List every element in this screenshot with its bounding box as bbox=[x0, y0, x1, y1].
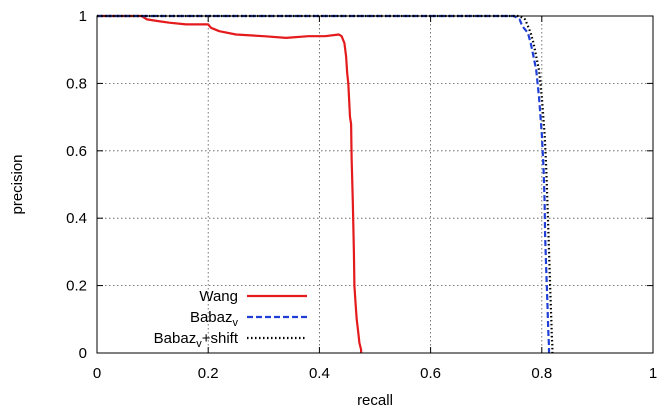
y-tick-label: 0.6 bbox=[66, 143, 87, 160]
y-tick-label: 1 bbox=[79, 8, 87, 25]
x-axis-label: recall bbox=[357, 392, 393, 409]
y-tick-label: 0.8 bbox=[66, 75, 87, 92]
plot-frame bbox=[96, 15, 654, 354]
x-tick-label: 0 bbox=[93, 365, 101, 382]
y-tick-label: 0.2 bbox=[66, 278, 87, 295]
y-tick-label: 0.4 bbox=[66, 210, 87, 227]
grid-lines bbox=[97, 16, 653, 353]
y-tick-label: 0 bbox=[79, 345, 87, 362]
legend-name: Babaz bbox=[154, 330, 197, 347]
y-axis-label: precision bbox=[9, 154, 26, 214]
legend-subscript: v bbox=[233, 317, 239, 329]
x-tick-label: 0.4 bbox=[309, 365, 330, 382]
legend-name: Wang bbox=[199, 288, 238, 305]
series-line-2 bbox=[97, 14, 554, 353]
legend-label-0: Wang bbox=[199, 288, 238, 305]
x-tick-label: 0.6 bbox=[420, 365, 441, 382]
x-tick-label: 1 bbox=[649, 365, 657, 382]
legend-subscript: v bbox=[196, 338, 202, 350]
x-tick-label: 0.8 bbox=[531, 365, 552, 382]
series-lines bbox=[97, 14, 554, 353]
legend-name: Babaz bbox=[190, 309, 233, 326]
series-line-0 bbox=[97, 14, 363, 353]
series-line-1 bbox=[97, 14, 551, 353]
legend-label-1: Babazv bbox=[190, 309, 239, 329]
legend-suffix: +shift bbox=[202, 330, 239, 347]
legend-label-2: Babazv+shift bbox=[154, 330, 239, 350]
axis-ticks: 0 0.2 0.4 0.6 0.8 1 0 0.2 0.4 0.6 0.8 1 bbox=[66, 8, 657, 382]
x-tick-label: 0.2 bbox=[198, 365, 219, 382]
